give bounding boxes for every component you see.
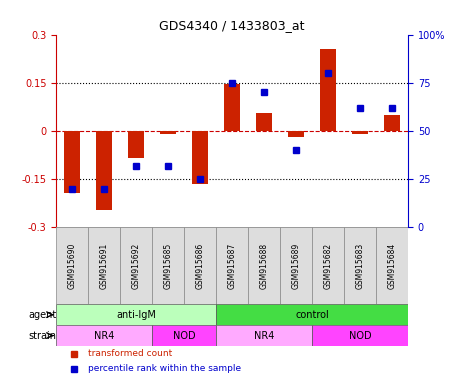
Bar — [216, 325, 312, 346]
Bar — [224, 84, 240, 131]
Text: percentile rank within the sample: percentile rank within the sample — [88, 364, 241, 373]
Text: anti-IgM: anti-IgM — [116, 310, 156, 320]
Bar — [256, 113, 272, 131]
Bar — [280, 227, 312, 304]
Text: NR4: NR4 — [254, 331, 274, 341]
Bar — [384, 115, 400, 131]
Text: GSM915687: GSM915687 — [227, 243, 237, 289]
Bar — [312, 325, 408, 346]
Bar — [288, 131, 304, 137]
Text: agent: agent — [28, 310, 57, 320]
Bar — [88, 227, 120, 304]
Text: GSM915682: GSM915682 — [324, 243, 333, 289]
Text: control: control — [295, 310, 329, 320]
Bar — [56, 304, 216, 325]
Bar — [192, 131, 208, 184]
Text: GSM915689: GSM915689 — [292, 243, 301, 289]
Text: GSM915685: GSM915685 — [164, 243, 173, 289]
Text: GSM915688: GSM915688 — [260, 243, 269, 289]
Bar — [128, 131, 144, 158]
Text: strain: strain — [29, 331, 57, 341]
Text: GSM915684: GSM915684 — [387, 243, 397, 289]
Bar — [152, 227, 184, 304]
Bar — [248, 227, 280, 304]
Bar — [344, 227, 376, 304]
Bar — [96, 131, 112, 210]
Bar — [320, 49, 336, 131]
Bar — [152, 325, 216, 346]
Bar — [160, 131, 176, 134]
Bar — [56, 325, 152, 346]
Text: GSM915683: GSM915683 — [356, 243, 364, 289]
Text: GSM915686: GSM915686 — [196, 243, 204, 289]
Bar — [216, 304, 408, 325]
Bar — [56, 227, 88, 304]
Bar — [64, 131, 80, 194]
Text: NOD: NOD — [173, 331, 196, 341]
Bar — [352, 131, 368, 134]
Bar — [184, 227, 216, 304]
Text: GSM915692: GSM915692 — [132, 243, 141, 289]
Bar — [376, 227, 408, 304]
Text: transformed count: transformed count — [88, 349, 172, 358]
Text: GSM915690: GSM915690 — [68, 243, 77, 289]
Text: GSM915691: GSM915691 — [100, 243, 109, 289]
Text: NOD: NOD — [349, 331, 371, 341]
Bar — [120, 227, 152, 304]
Title: GDS4340 / 1433803_at: GDS4340 / 1433803_at — [159, 19, 305, 32]
Bar — [216, 227, 248, 304]
Text: NR4: NR4 — [94, 331, 114, 341]
Bar — [312, 227, 344, 304]
